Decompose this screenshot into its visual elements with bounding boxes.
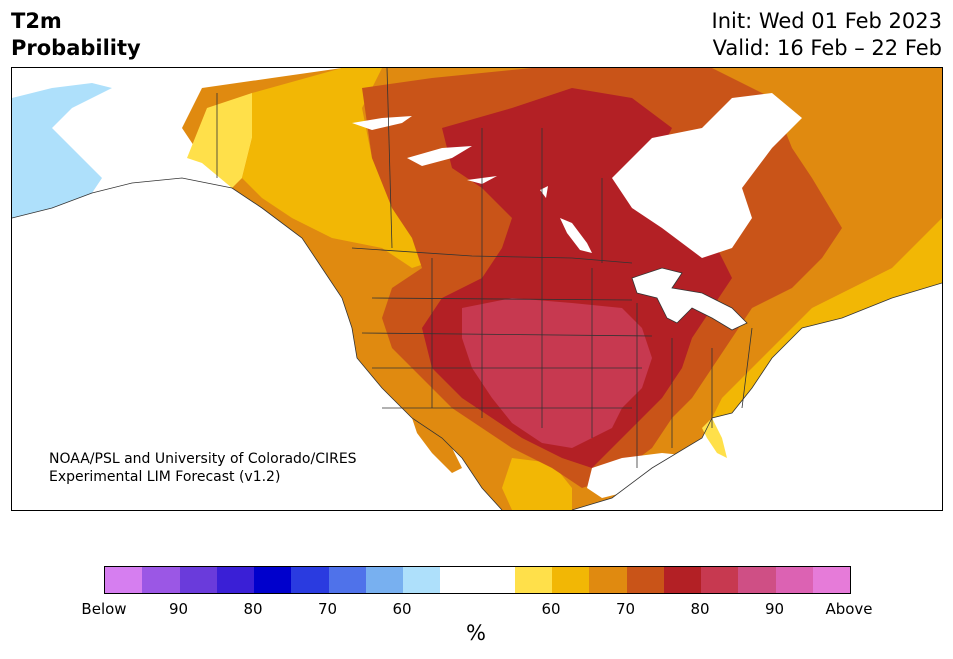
colorbar-tick-label: Above (825, 600, 873, 618)
colorbar-cell (477, 567, 515, 593)
great-lakes (631, 267, 748, 331)
colorbar-cell (216, 567, 254, 593)
colorbar-cell (179, 567, 217, 593)
great-slave-lake (407, 146, 472, 166)
colorbar-cell (812, 567, 850, 593)
colorbar-cell (775, 567, 813, 593)
political-borders (12, 68, 942, 510)
lake-athabasca (352, 116, 412, 130)
lake-winnipeg (560, 218, 592, 253)
forecast-dates: Init: Wed 01 Feb 2023 Valid: 16 Feb – 22… (712, 8, 942, 62)
colorbar-cell (514, 567, 552, 593)
colorbar-tick-label: 60 (541, 600, 561, 618)
colorbar-tick-labels: Below 90 80 70 60 60 70 80 90 Above (81, 600, 872, 620)
colorbar-cell (328, 567, 366, 593)
colorbar-unit: % (466, 621, 486, 645)
florida (702, 418, 727, 458)
colorbar-cell (663, 567, 701, 593)
colorbar-tick-label: 80 (243, 600, 263, 618)
colorbar-cell (365, 567, 403, 593)
colorbar-cell (738, 567, 776, 593)
colorbar-tick-label: 80 (690, 600, 710, 618)
pacific-ocean (12, 178, 502, 510)
colorbar-cell (626, 567, 664, 593)
colorbar-tick-label: 70 (317, 600, 338, 618)
colorbar-cell (552, 567, 590, 593)
map-title: T2m Probability (11, 8, 141, 62)
probability-colorbar (104, 566, 851, 594)
baja-california (412, 418, 462, 473)
colorbar-cell (403, 567, 441, 593)
valid-date: Valid: 16 Feb – 22 Feb (712, 36, 942, 60)
colorbar-tick-label: 90 (168, 600, 189, 618)
probability-zone-below-west (12, 83, 112, 218)
atlantic-ocean (572, 283, 942, 510)
credit-line-2: Experimental LIM Forecast (v1.2) (49, 469, 281, 485)
probability-zone-60-east (712, 218, 942, 418)
gulf-of-mexico (587, 453, 732, 498)
colorbar-tick-label: 70 (615, 600, 636, 618)
credit-line-1: NOAA/PSL and University of Colorado/CIRE… (49, 451, 357, 467)
colorbar-cell (440, 567, 478, 593)
hudson-bay (612, 93, 802, 258)
probability-zone-60-west (242, 68, 442, 268)
init-date: Init: Wed 01 Feb 2023 (711, 9, 942, 33)
colorbar-tick-label: 60 (392, 600, 412, 618)
colorbar-cell (589, 567, 627, 593)
colorbar-tick-label: 90 (764, 600, 785, 618)
title-line-2: Probability (11, 36, 141, 60)
colorbar-tick-label: Below (81, 600, 127, 618)
colorbar-cell (701, 567, 739, 593)
title-line-1: T2m (11, 9, 62, 33)
forecast-credit: NOAA/PSL and University of Colorado/CIRE… (49, 450, 357, 486)
colorbar-cell (291, 567, 329, 593)
probability-zone-60-south (502, 458, 572, 510)
probability-map (11, 67, 943, 511)
colorbar-cell (105, 567, 143, 593)
colorbar-cell (254, 567, 292, 593)
map-canvas (12, 68, 942, 510)
colorbar-cell (142, 567, 180, 593)
